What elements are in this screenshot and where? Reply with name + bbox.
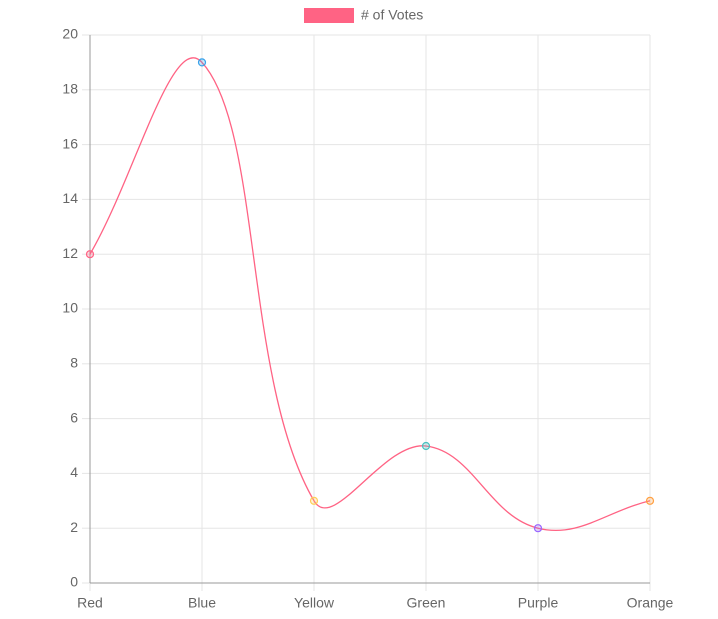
x-tick-label: Purple xyxy=(518,595,559,611)
y-tick-label: 0 xyxy=(70,574,78,590)
y-tick-label: 4 xyxy=(70,464,78,480)
point xyxy=(421,441,431,451)
point xyxy=(85,250,95,259)
legend-swatch xyxy=(304,8,354,23)
y-tick-label: 16 xyxy=(62,135,78,151)
y-tick-label: 2 xyxy=(70,519,78,535)
y-tick-label: 20 xyxy=(62,26,78,42)
x-tick-label: Green xyxy=(407,595,446,611)
y-tick-label: 6 xyxy=(70,409,78,425)
x-tick-label: Yellow xyxy=(294,595,335,611)
y-tick-label: 18 xyxy=(62,81,78,97)
y-tick-label: 10 xyxy=(62,300,78,316)
line xyxy=(89,57,651,532)
point xyxy=(309,496,319,505)
y-tick-label: 8 xyxy=(70,355,78,371)
point xyxy=(197,58,207,67)
x-tick-label: Orange xyxy=(627,595,674,611)
point xyxy=(533,524,543,533)
x-tick-label: Blue xyxy=(188,595,216,611)
legend-label: # of Votes xyxy=(361,7,423,23)
point xyxy=(645,496,655,505)
y-tick-label: 14 xyxy=(62,190,78,206)
x-tick-label: Red xyxy=(77,595,103,611)
y-tick-label: 12 xyxy=(62,245,78,261)
